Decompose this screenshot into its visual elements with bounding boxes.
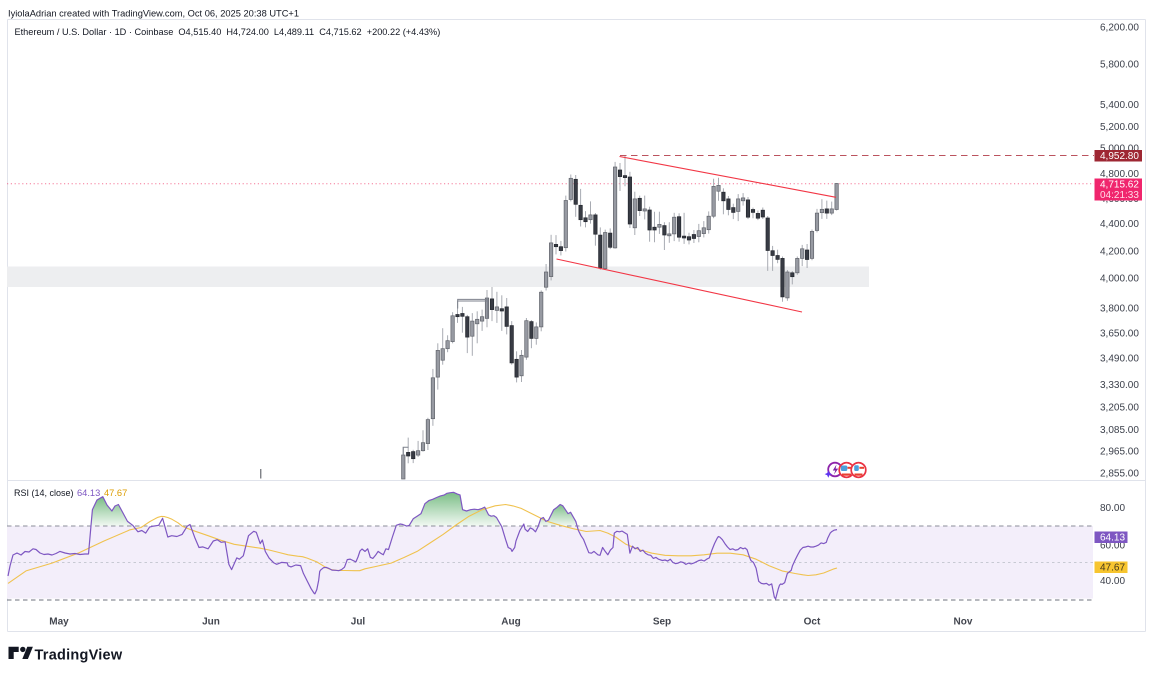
svg-text:47.67: 47.67 [1100, 563, 1125, 574]
svg-text:Jul: Jul [351, 617, 366, 628]
svg-text:RSI (14, close): RSI (14, close) [14, 488, 74, 498]
svg-text:60.00: 60.00 [1100, 541, 1125, 552]
svg-text:3,085.00: 3,085.00 [1100, 425, 1139, 436]
svg-text:40.00: 40.00 [1100, 576, 1125, 587]
svg-text:4,715.62: 4,715.62 [1100, 180, 1139, 191]
svg-text:4,800.00: 4,800.00 [1100, 169, 1139, 180]
svg-text:4,200.00: 4,200.00 [1100, 246, 1139, 257]
svg-text:64.13: 64.13 [77, 488, 100, 498]
svg-text:4,400.00: 4,400.00 [1100, 219, 1139, 230]
svg-text:3,650.00: 3,650.00 [1100, 329, 1139, 340]
svg-text:4,000.00: 4,000.00 [1100, 274, 1139, 285]
svg-text:80.00: 80.00 [1100, 503, 1125, 514]
svg-text:Jun: Jun [202, 617, 220, 628]
svg-text:5,400.00: 5,400.00 [1100, 100, 1139, 111]
svg-text:4,952.80: 4,952.80 [1100, 151, 1139, 162]
svg-text:2,965.00: 2,965.00 [1100, 446, 1139, 457]
svg-text:3,205.00: 3,205.00 [1100, 403, 1139, 414]
svg-text:May: May [49, 617, 69, 628]
svg-text:Oct: Oct [804, 617, 821, 628]
svg-text:3,490.00: 3,490.00 [1100, 353, 1139, 364]
svg-text:Sep: Sep [653, 617, 671, 628]
svg-text:2,855.00: 2,855.00 [1100, 468, 1139, 479]
svg-text:6,200.00: 6,200.00 [1100, 22, 1139, 33]
svg-text:64.13: 64.13 [1100, 533, 1125, 544]
svg-text:TradingView: TradingView [35, 648, 123, 664]
svg-text:47.67: 47.67 [104, 488, 127, 498]
svg-text:3,800.00: 3,800.00 [1100, 304, 1139, 315]
svg-text:04:21:33: 04:21:33 [1100, 190, 1139, 201]
svg-text:Aug: Aug [501, 617, 520, 628]
svg-text:Nov: Nov [954, 617, 973, 628]
svg-text:3,330.00: 3,330.00 [1100, 380, 1139, 391]
svg-text:Ethereum / U.S. Dollar · 1D ·: Ethereum / U.S. Dollar · 1D · Coinbase O… [15, 27, 441, 37]
svg-text:5,800.00: 5,800.00 [1100, 60, 1139, 71]
svg-text:5,200.00: 5,200.00 [1100, 122, 1139, 133]
svg-text:IyiolaAdrian created with Trad: IyiolaAdrian created with TradingView.co… [8, 9, 299, 19]
svg-text:5,000.00: 5,000.00 [1100, 144, 1139, 155]
